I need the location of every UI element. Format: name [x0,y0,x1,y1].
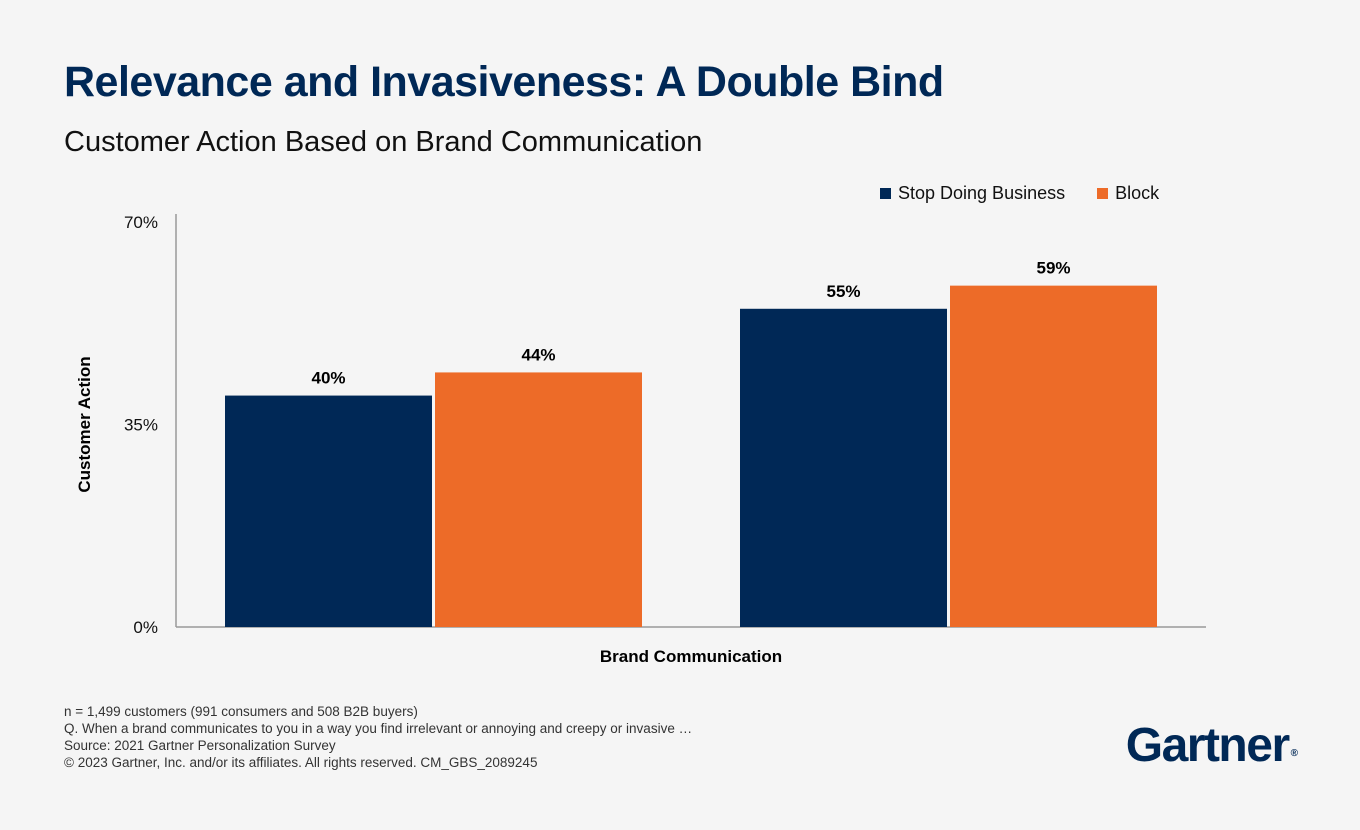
footnote-question: Q. When a brand communicates to you in a… [64,721,693,736]
legend-label-block: Block [1115,183,1160,203]
legend-swatch-stop-doing-business [880,188,891,199]
y-tick-label: 35% [124,416,158,435]
bar-block-1 [435,372,642,627]
y-tick-label: 70% [124,213,158,232]
bar-stop-doing-business-1 [225,395,432,627]
chart-subtitle: Customer Action Based on Brand Communica… [64,126,703,158]
chart-legend: Stop Doing Business Block [880,183,1191,204]
legend-item-block: Block [1097,183,1159,204]
bar-stop-doing-business-2 [740,308,947,627]
y-axis-title: Customer Action [75,356,94,492]
data-label-block-1: 44% [521,345,555,364]
data-label-block-2: 59% [1036,259,1070,278]
chart-footnotes: n = 1,499 customers (991 consumers and 5… [64,703,692,771]
legend-swatch-block [1097,188,1109,199]
chart-title: Relevance and Invasiveness: A Double Bin… [64,58,944,106]
bar-block-2 [950,285,1157,627]
data-label-stop-doing-business-1: 40% [311,369,345,388]
legend-item-stop-doing-business: Stop Doing Business [880,183,1065,204]
y-tick-label: 0% [133,618,158,637]
brand-name: Gartner [1125,719,1290,772]
footnote-source: Source: 2021 Gartner Personalization Sur… [64,738,336,753]
registered-mark: ® [1290,748,1298,759]
x-axis-title: Brand Communication [600,647,782,666]
footnote-copyright: © 2023 Gartner, Inc. and/or its affiliat… [64,755,538,770]
gartner-logo: Gartner ® [1125,718,1298,773]
legend-label-stop-doing-business: Stop Doing Business [898,183,1066,203]
data-label-stop-doing-business-2: 55% [826,282,860,301]
footnote-sample-size: n = 1,499 customers (991 consumers and 5… [64,704,418,719]
